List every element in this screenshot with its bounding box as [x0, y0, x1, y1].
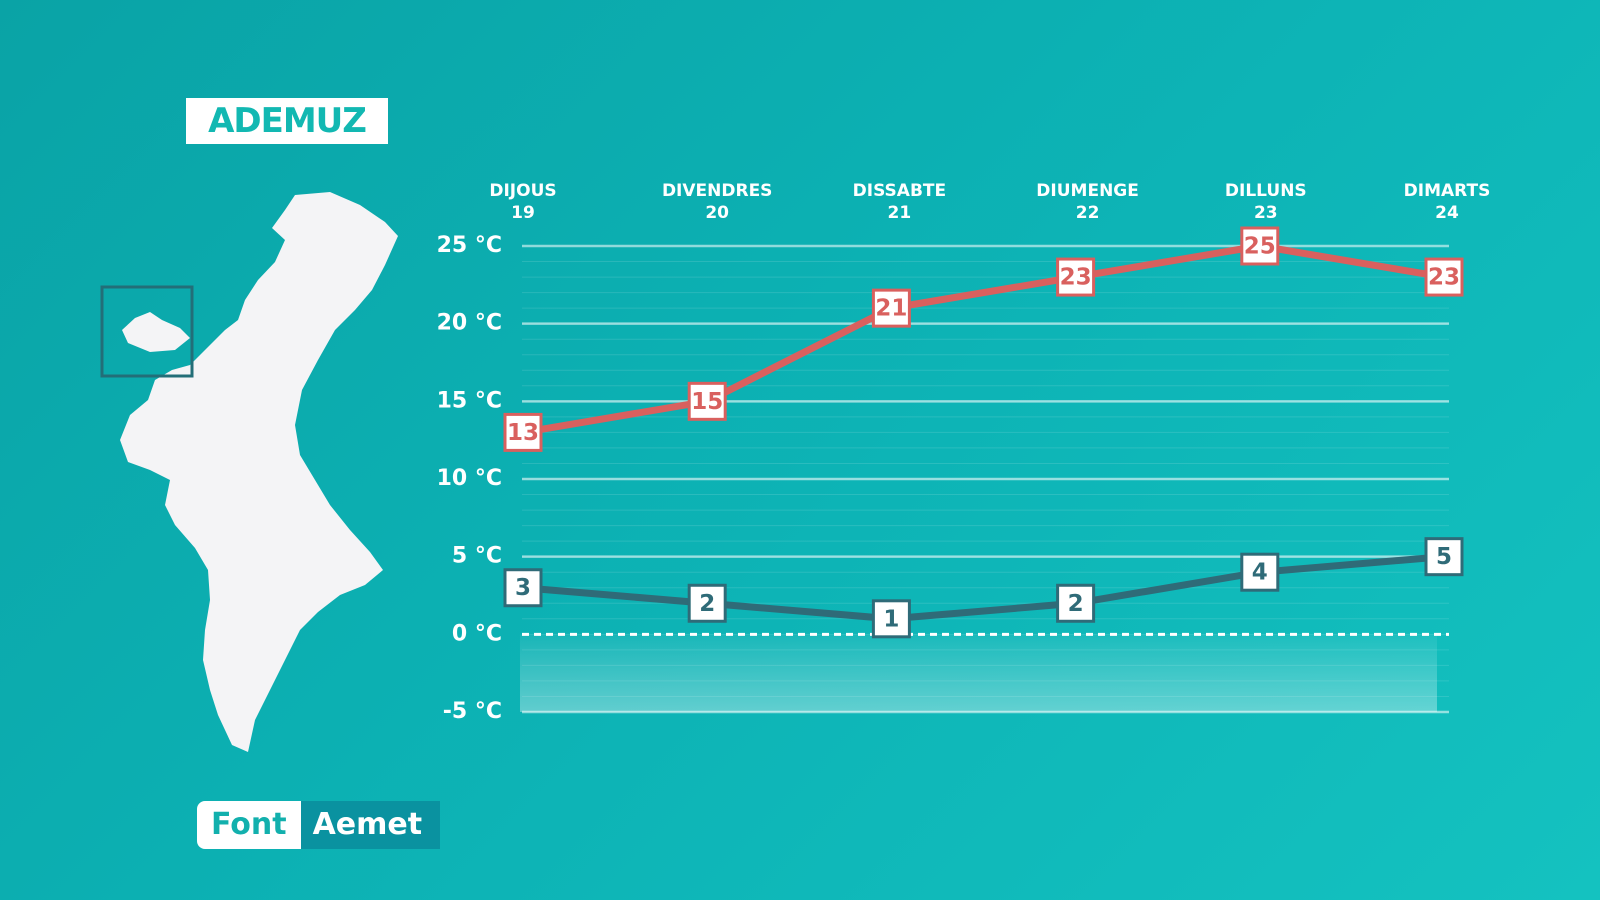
value-label: 23 [1428, 265, 1460, 291]
value-label: 2 [1068, 591, 1084, 617]
x-tick-label: DIVENDRES 20 [661, 181, 773, 223]
value-box [871, 288, 911, 328]
series-line [522, 242, 1445, 436]
value-label: 13 [507, 420, 539, 446]
region-map [120, 192, 398, 752]
y-tick-label: 25 °C [437, 233, 502, 258]
value-box [1424, 537, 1464, 577]
source-label: Font [197, 801, 301, 849]
value-label: 5 [1436, 544, 1452, 570]
y-tick-label: 10 °C [437, 466, 502, 491]
value-label: 23 [1060, 265, 1092, 291]
value-box [503, 568, 543, 608]
y-tick-label: 20 °C [437, 311, 502, 336]
value-label: 15 [691, 389, 723, 415]
value-label: 25 [1244, 234, 1276, 260]
y-tick-label: -5 °C [443, 699, 502, 724]
value-label: 1 [883, 606, 899, 632]
y-tick-label: 15 °C [437, 388, 502, 413]
value-label: 3 [515, 575, 531, 601]
x-tick-label: DIMARTS 24 [1403, 181, 1491, 223]
y-tick-label: 5 °C [452, 544, 502, 569]
value-box [1056, 257, 1096, 297]
x-tick-label: DILLUNS 23 [1224, 181, 1307, 223]
source-name: Aemet [300, 801, 441, 849]
series-line [522, 553, 1445, 623]
below-zero-band [520, 634, 1437, 712]
value-label: 4 [1252, 560, 1268, 586]
value-box [687, 381, 727, 421]
x-tick-label: DIUMENGE 22 [1036, 181, 1139, 223]
ademuz-enclave [122, 312, 190, 352]
x-tick-label: DIJOUS 19 [489, 181, 557, 223]
value-box [1424, 257, 1464, 297]
value-box [687, 583, 727, 623]
locator-box [100, 285, 194, 378]
value-label: 2 [699, 591, 715, 617]
value-box [1240, 226, 1280, 266]
value-box [503, 412, 543, 452]
y-tick-label: 0 °C [452, 621, 502, 646]
value-box [1240, 552, 1280, 592]
value-box [871, 599, 911, 639]
x-tick-label: DISSABTE 21 [852, 181, 947, 223]
value-box [1056, 583, 1096, 623]
chart-title: ADEMUZ [186, 98, 388, 144]
source: Font Aemet [197, 801, 441, 849]
value-label: 21 [875, 296, 907, 322]
